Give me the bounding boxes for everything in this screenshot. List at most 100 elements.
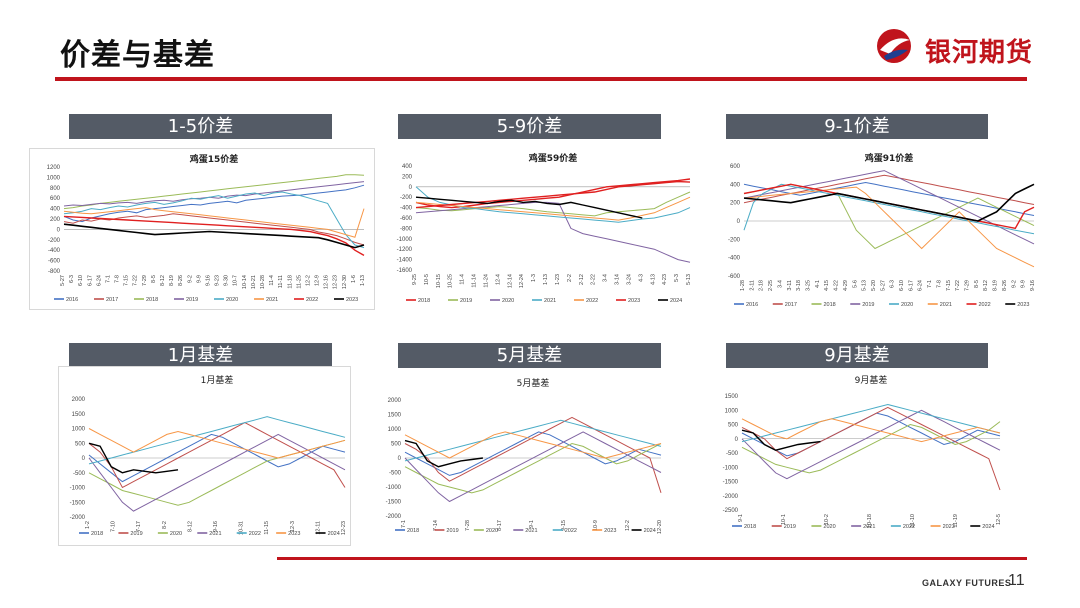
legend-label-2020: 2020 (486, 528, 498, 534)
series-line-2024 (741, 429, 821, 451)
legend-label-2019: 2019 (130, 531, 142, 537)
footer-brand: GALAXY FUTURES (922, 578, 1012, 588)
legend-label-2023: 2023 (1017, 302, 1029, 308)
legend-label-2024: 2024 (670, 298, 682, 304)
legend-label-2019: 2019 (460, 298, 472, 304)
x-tick-label: 4-29 (843, 280, 849, 291)
y-tick-label: -600 (48, 259, 61, 265)
x-tick-label: 5-13 (862, 280, 868, 291)
legend-label-2023: 2023 (288, 531, 300, 537)
x-tick-label: 12-24 (519, 274, 525, 288)
x-tick-label: 10-9 (593, 520, 599, 531)
chart-title: 9月基差 (855, 374, 888, 386)
legend-label-2020: 2020 (226, 297, 238, 303)
series-line-2020 (741, 421, 1001, 474)
x-tick-label: 4-23 (662, 274, 668, 285)
x-tick-label: 11-24 (483, 274, 489, 288)
legend-label-2021: 2021 (525, 528, 537, 534)
series-line-2024 (415, 196, 643, 219)
series-line-2022 (88, 416, 346, 465)
y-tick-label: -2000 (70, 515, 86, 521)
series-line-2020 (404, 442, 662, 494)
x-tick-label: 6-24 (918, 280, 924, 291)
legend-label-2022: 2022 (903, 524, 915, 530)
x-tick-label: 12-5 (996, 514, 1002, 525)
banner-jan-basis: 1月基差 (69, 343, 332, 368)
footer-divider (277, 557, 1027, 560)
legend-label-2022: 2022 (586, 298, 598, 304)
y-tick-label: -1500 (386, 500, 402, 506)
y-tick-label: 400 (730, 182, 741, 188)
y-tick-label: -1000 (723, 465, 739, 471)
x-tick-label: 12-14 (507, 274, 513, 288)
y-tick-label: 500 (728, 423, 739, 429)
series-line-2023 (741, 418, 1001, 443)
x-tick-label: 7-14 (433, 520, 439, 531)
y-tick-label: 500 (391, 442, 402, 448)
logo-text: 银河期货 (925, 38, 1034, 68)
x-tick-label: 1-6 (351, 275, 357, 283)
x-tick-label: 12-9 (315, 275, 321, 286)
series-line-2020 (63, 191, 365, 249)
y-tick-label: -500 (73, 471, 86, 477)
x-tick-label: 7-8 (115, 275, 121, 283)
x-tick-label: 11-18 (287, 275, 293, 289)
x-tick-label: 1-13 (543, 274, 549, 285)
x-tick-label: 12-30 (342, 275, 348, 289)
x-tick-label: 8-12 (983, 280, 989, 291)
x-tick-label: 8-5 (974, 280, 980, 288)
legend-label-2018: 2018 (91, 531, 103, 537)
legend-label-2018: 2018 (824, 302, 836, 308)
x-tick-label: 8-26 (1002, 280, 1008, 291)
x-tick-label: 10-21 (251, 275, 257, 289)
legend-label-2017: 2017 (106, 297, 118, 303)
x-tick-label: 5-20 (871, 280, 877, 291)
x-tick-label: 10-15 (436, 274, 442, 288)
x-tick-label: 9-1 (529, 520, 535, 528)
chart-sep-basis: 9月基差 1500 1000 500 0 -500 -1000 -1500 -2000 -2500… (714, 370, 1006, 536)
legend-label-2019: 2019 (186, 297, 198, 303)
x-tick-label: 9-15 (561, 520, 567, 531)
x-tick-label: 11-19 (953, 514, 959, 528)
legend-label-2024: 2024 (644, 528, 656, 534)
legend-label-2019: 2019 (862, 302, 874, 308)
y-tick-label: 600 (50, 196, 61, 202)
series-line-2019 (743, 170, 1035, 245)
x-tick-label: 8-2 (162, 521, 168, 529)
x-tick-label: 2-12 (579, 274, 585, 285)
page-title: 价差与基差 (60, 38, 215, 73)
y-tick-label: 0 (737, 219, 741, 225)
x-tick-label: 11-4 (269, 275, 275, 286)
y-tick-label: -1000 (70, 486, 86, 492)
series-line-2019 (63, 181, 365, 207)
y-tick-label: 2000 (72, 397, 86, 403)
x-tick-label: 10-18 (867, 514, 873, 528)
series-line-2019 (415, 191, 691, 217)
x-tick-label: 10-14 (242, 275, 248, 289)
series-line-2023 (63, 223, 365, 249)
chart-title: 鸡蛋59价差 (528, 152, 578, 164)
series-line-2020 (415, 201, 691, 263)
x-tick-label: 8-19 (169, 275, 175, 286)
x-tick-label: 9-2 (1011, 280, 1017, 288)
x-tick-label: 9-16 (213, 521, 219, 532)
y-tick-label: 600 (730, 164, 741, 170)
x-tick-label: 8-5 (151, 275, 157, 283)
x-tick-label: 7-10 (111, 521, 117, 532)
x-tick-label: 9-23 (215, 275, 221, 286)
series-line-2019 (88, 422, 346, 489)
legend-label-2021: 2021 (266, 297, 278, 303)
x-tick-label: 9-9 (196, 275, 202, 283)
x-tick-label: 11-4 (460, 274, 466, 285)
legend-label-2021: 2021 (940, 302, 952, 308)
x-tick-label: 1-28 (740, 280, 746, 291)
series-line-2021 (63, 207, 365, 238)
x-tick-label: 11-15 (264, 521, 270, 535)
x-tick-label: 12-23 (333, 275, 339, 289)
y-tick-label: 1000 (72, 427, 86, 433)
x-tick-label: 8-26 (178, 275, 184, 286)
x-tick-label: 9-16 (205, 275, 211, 286)
y-tick-label: -1400 (397, 258, 413, 264)
y-tick-label: 0 (57, 227, 61, 233)
x-tick-label: 9-30 (224, 275, 230, 286)
